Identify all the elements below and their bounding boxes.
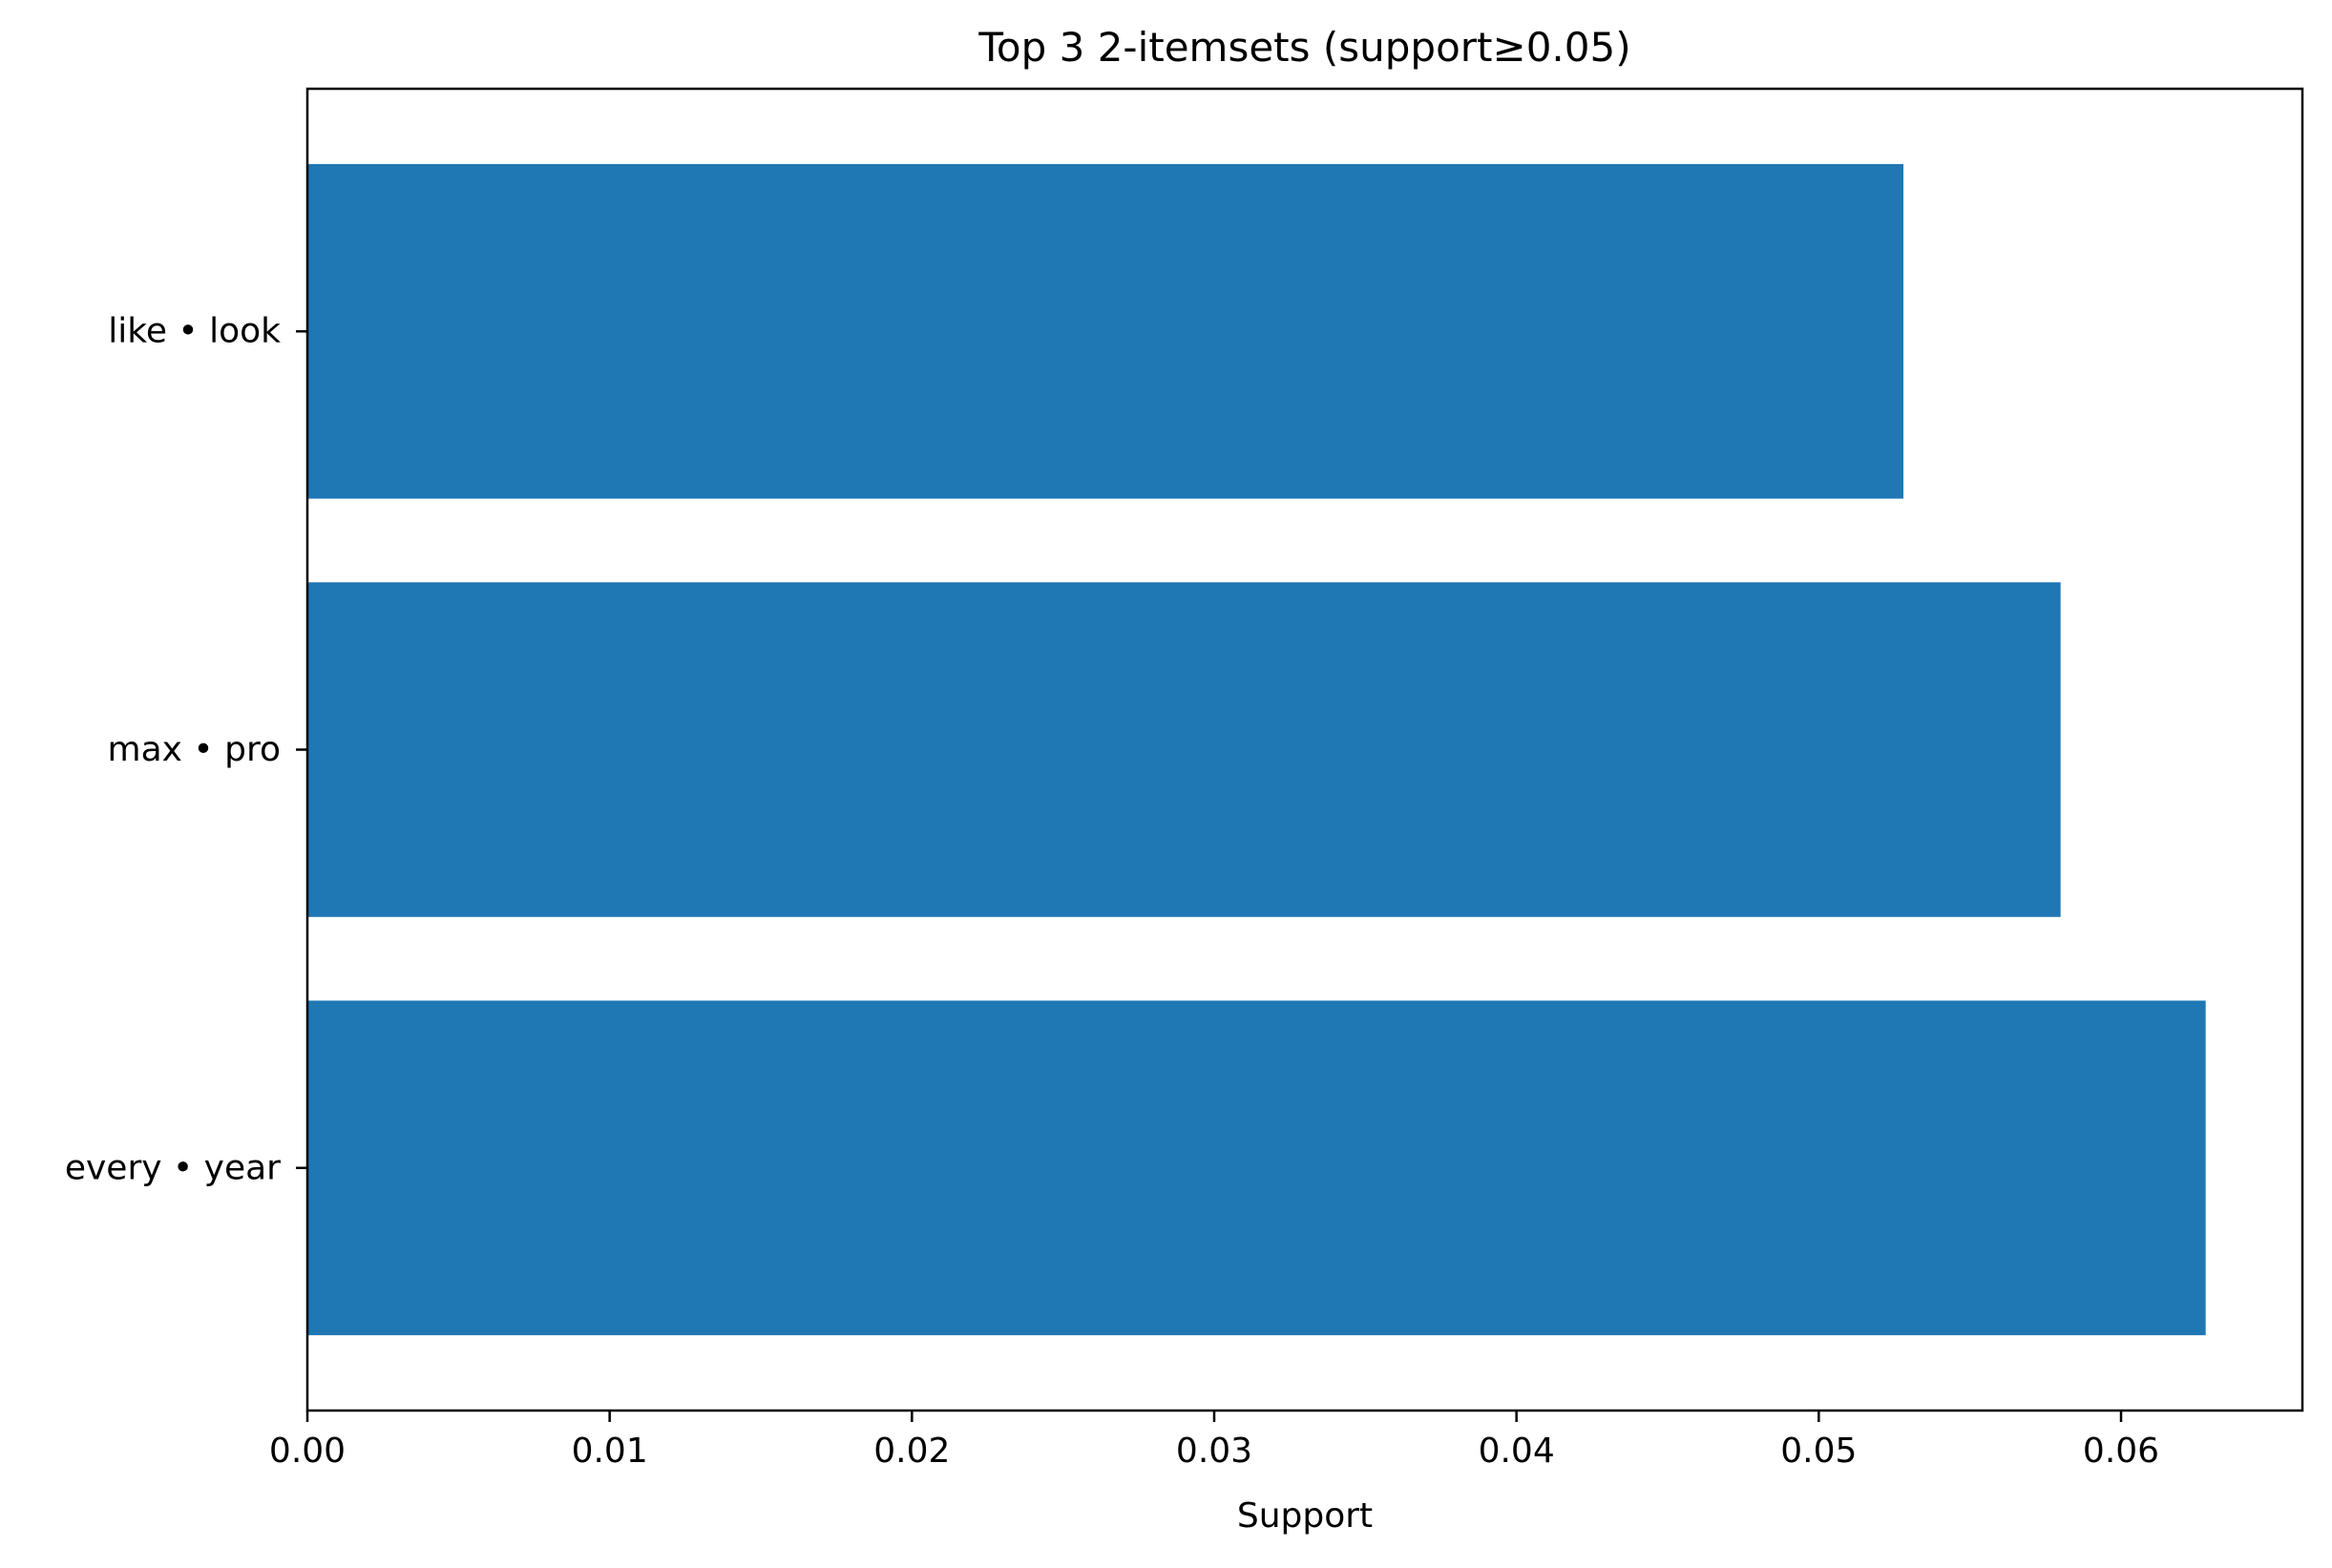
bar-1: [307, 582, 2061, 917]
y-tick-label: like • look: [108, 312, 281, 351]
bars-group: [307, 163, 2206, 1336]
bar-2: [307, 163, 1903, 499]
y-axis-ticks: every • year max • pro like • look: [65, 312, 307, 1187]
x-tick-label: 0.00: [269, 1432, 346, 1471]
x-tick-label: 0.03: [1176, 1432, 1252, 1471]
y-tick-label: max • pro: [108, 730, 281, 769]
x-tick-label: 0.05: [1780, 1432, 1857, 1471]
bar-0: [307, 1000, 2206, 1336]
x-axis-ticks: 0.00 0.01 0.02 0.03 0.04 0.05 0.06: [269, 1411, 2159, 1471]
x-tick-label: 0.01: [572, 1432, 648, 1471]
chart-title: Top 3 2-itemsets (support≥0.05): [977, 24, 1630, 71]
x-tick-label: 0.02: [873, 1432, 950, 1471]
x-tick-label: 0.06: [2083, 1432, 2159, 1471]
y-tick-label: every • year: [65, 1148, 281, 1187]
x-tick-label: 0.04: [1479, 1432, 1555, 1471]
x-axis-label: Support: [1237, 1496, 1373, 1536]
